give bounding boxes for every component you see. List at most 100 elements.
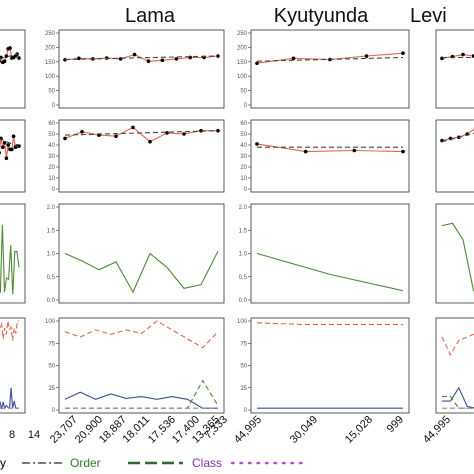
facet-frame — [0, 119, 26, 193]
y-tick-label: 0.5 — [239, 275, 248, 281]
y-tick-label: 100 — [45, 74, 56, 80]
panel-1: 05010015020025001020304050600.00.51.01.5… — [45, 29, 406, 446]
y-tick-label: 200 — [237, 45, 248, 51]
y-tick-label: 10 — [48, 176, 55, 182]
data-point — [11, 134, 16, 138]
series-line — [0, 138, 20, 148]
y-tick-label: 1.5 — [47, 228, 56, 234]
facet-1-1: 0 10 20 30 40 50 60 — [48, 119, 225, 193]
panel-title-lama: Lama — [125, 5, 176, 27]
data-point — [131, 125, 135, 130]
x-tick-label: 44,995 — [232, 414, 264, 446]
panel-titles: Lama Kyutyunda Levi — [125, 5, 447, 27]
series-line — [0, 136, 19, 159]
series-line — [0, 320, 19, 341]
x-tick-label: 14 — [28, 429, 40, 441]
y-tick-label: 150 — [237, 60, 248, 66]
y-tick-label: 50 — [240, 89, 247, 95]
y-tick-label: 100 — [237, 319, 248, 325]
data-point — [364, 54, 369, 58]
data-point — [132, 52, 137, 57]
y-tick-label: 0 — [52, 187, 56, 193]
y-tick-label: 0 — [244, 187, 248, 193]
y-tick-label: 2.0 — [47, 205, 56, 211]
facet-1-2: 0.0 0.5 1.0 1.5 2.0 — [47, 203, 225, 304]
y-tick-label: 60 — [240, 121, 247, 127]
series-line — [64, 250, 219, 294]
data-point — [471, 54, 474, 58]
y-tick-label: 0 — [52, 408, 56, 414]
data-point — [160, 58, 165, 63]
data-point — [461, 52, 465, 57]
facet-1-0: 0 50 100 150 200 250 — [45, 29, 225, 109]
y-tick-label: 0 — [244, 408, 248, 414]
series-line — [0, 387, 19, 410]
series-line — [64, 55, 219, 61]
legend-label-y: y — [0, 456, 6, 470]
y-tick-label: 0.0 — [239, 298, 248, 304]
x-tick-label: 999 — [385, 414, 406, 435]
y-tick-label: 0.0 — [47, 298, 56, 304]
y-tick-label: 250 — [237, 31, 248, 37]
y-tick-label: 100 — [237, 74, 248, 80]
data-point — [0, 59, 1, 63]
facet-frame — [250, 317, 410, 414]
data-point — [255, 142, 259, 146]
y-tick-label: 75 — [48, 341, 55, 347]
y-tick-label: 30 — [240, 154, 247, 160]
panel-2: 05010015020025001020304050600.00.51.01.5… — [237, 29, 453, 446]
series-line — [256, 252, 404, 292]
data-point — [303, 149, 308, 154]
x-tick-label: 30,049 — [288, 414, 320, 446]
y-tick-label: 60 — [48, 121, 55, 127]
facet-2-2: 0.0 0.5 1.0 1.5 2.0 — [239, 203, 410, 304]
legend-label-order: Order — [70, 456, 101, 470]
facet-3-2 — [435, 203, 474, 304]
y-tick-label: 25 — [48, 386, 55, 392]
y-tick-label: 50 — [48, 132, 55, 138]
facet-frame — [435, 119, 474, 193]
y-tick-label: 150 — [45, 60, 56, 66]
data-point — [2, 59, 7, 64]
facet-2-3: 0 25 50 75 100 — [237, 317, 410, 414]
series-line — [64, 391, 218, 409]
y-tick-label: 50 — [48, 89, 55, 95]
legend: y Order Class — [0, 456, 307, 470]
data-point — [0, 151, 1, 155]
data-point — [77, 56, 81, 61]
facet-frame — [0, 317, 26, 414]
panel-title-kyutyunda: Kyutyunda — [274, 5, 369, 27]
data-point — [10, 147, 14, 152]
facet-0-2: 0.00.51.01.52.0 — [0, 203, 26, 304]
series-line — [64, 126, 218, 143]
x-tick-label: 8 — [9, 429, 15, 441]
series-line — [256, 322, 403, 326]
data-point — [255, 61, 259, 66]
data-point — [4, 156, 9, 160]
series-line — [0, 224, 20, 295]
data-point — [174, 57, 179, 61]
y-tick-label: 30 — [48, 154, 55, 160]
data-point — [2, 141, 7, 145]
facet-1-3: 0 25 50 75 100 — [45, 317, 225, 414]
y-tick-label: 50 — [48, 364, 55, 370]
data-point — [8, 46, 12, 50]
series-line — [441, 222, 474, 292]
data-point — [114, 134, 118, 138]
data-point — [401, 51, 405, 55]
data-point — [291, 56, 296, 61]
facet-frame — [58, 317, 225, 414]
x-tick-label: 7,333 — [202, 414, 230, 442]
x-tick-label: 44,995 — [421, 414, 453, 446]
panel-title-levi: Levi — [410, 5, 447, 27]
facet-3-0 — [435, 29, 474, 109]
data-point — [182, 132, 186, 136]
facet-3-1 — [435, 119, 474, 193]
y-tick-label: 0 — [244, 103, 248, 109]
y-tick-label: 10 — [240, 176, 247, 182]
y-tick-label: 50 — [240, 364, 247, 370]
